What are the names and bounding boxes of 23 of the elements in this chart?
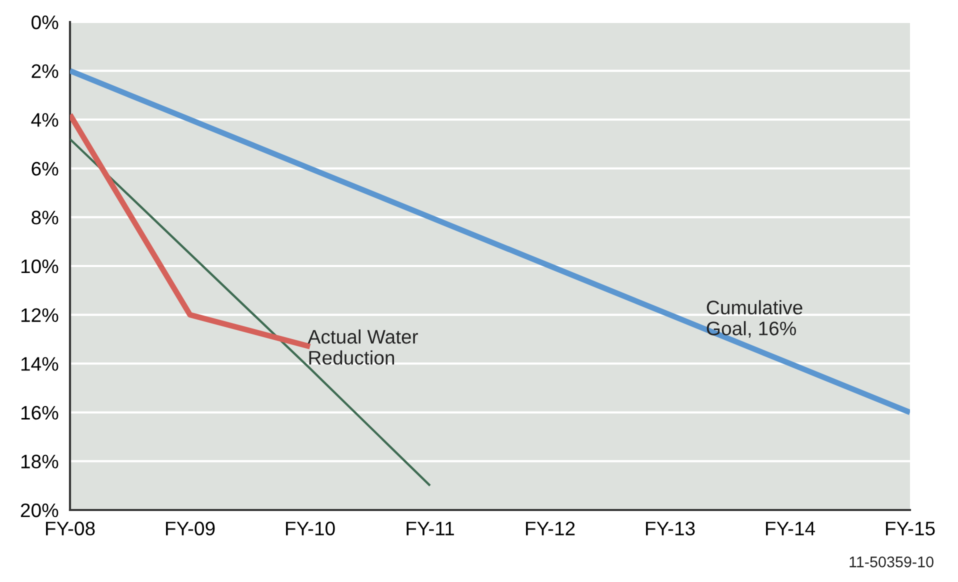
- y-tick-label: 2%: [32, 64, 58, 78]
- y-tick-label: 4%: [31, 113, 58, 127]
- x-tick-label: FY-12: [526, 522, 575, 536]
- annotation: Actual Water Reduction: [308, 329, 418, 365]
- x-tick-label: FY-15: [886, 522, 935, 536]
- y-tick-label: 16%: [21, 406, 58, 420]
- x-tick-label: FY-11: [406, 522, 454, 536]
- x-tick-label: FY-08: [46, 522, 95, 536]
- y-tick-label: 6%: [32, 162, 58, 176]
- x-tick-label: FY-09: [166, 522, 215, 536]
- y-tick-label: 0%: [32, 15, 58, 30]
- x-tick-label: FY-10: [286, 522, 335, 536]
- y-tick-label: 8%: [32, 210, 58, 224]
- text: 11-50359-10: [850, 556, 934, 568]
- y-tick-label: 14%: [21, 357, 58, 371]
- y-tick-label: 18%: [21, 454, 58, 468]
- y-tick-label: 20%: [20, 503, 58, 518]
- annotation: Cumulative Goal, 16%: [706, 300, 802, 338]
- x-tick-label: FY-14: [766, 522, 816, 536]
- y-tick-label: 12%: [21, 308, 58, 322]
- line-series: [70, 138, 432, 487]
- x-tick-label: FY-13: [646, 522, 695, 536]
- y-tick-label: 10%: [21, 259, 58, 274]
